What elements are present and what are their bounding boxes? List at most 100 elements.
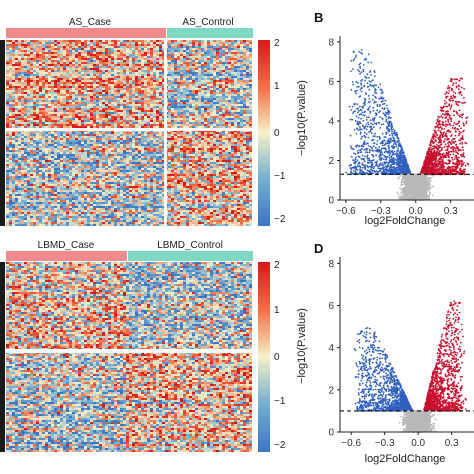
heatmap-cell bbox=[120, 86, 123, 88]
heatmap-cell bbox=[213, 154, 216, 156]
heatmap-cell bbox=[24, 96, 27, 98]
heatmap-cell bbox=[12, 46, 15, 48]
heatmap-cell bbox=[126, 86, 129, 88]
heatmap-cell bbox=[186, 110, 189, 112]
heatmap-cell bbox=[81, 48, 84, 50]
heatmap-cell bbox=[249, 78, 252, 80]
heatmap-cell bbox=[195, 40, 198, 42]
heatmap-cell bbox=[201, 62, 204, 64]
heatmap-cell bbox=[39, 156, 42, 158]
heatmap-cell bbox=[126, 52, 129, 54]
heatmap-cell bbox=[207, 142, 210, 144]
heatmap-cell bbox=[159, 72, 162, 74]
heatmap-cell bbox=[243, 148, 246, 150]
heatmap-cell bbox=[93, 84, 96, 86]
heatmap-cell bbox=[144, 112, 147, 114]
heatmap-cell bbox=[237, 68, 240, 70]
heatmap-cell bbox=[75, 80, 78, 82]
heatmap-cell bbox=[180, 152, 183, 154]
heatmap-cell bbox=[234, 154, 237, 156]
heatmap-cell bbox=[192, 160, 195, 162]
heatmap-cell bbox=[234, 100, 237, 102]
heatmap-cell bbox=[213, 114, 216, 116]
heatmap-cell bbox=[75, 58, 78, 60]
heatmap-cell bbox=[30, 90, 33, 92]
heatmap-cell bbox=[21, 94, 24, 96]
heatmap-cell bbox=[177, 154, 180, 156]
heatmap-cell bbox=[153, 88, 156, 90]
heatmap-cell bbox=[204, 160, 207, 162]
heatmap-cell bbox=[48, 132, 51, 134]
heatmap-cell bbox=[51, 156, 54, 158]
heatmap-cell bbox=[207, 160, 210, 162]
heatmap-cell bbox=[225, 66, 228, 68]
heatmap-cell bbox=[117, 68, 120, 70]
heatmap-cell bbox=[246, 64, 249, 66]
heatmap-cell bbox=[195, 50, 198, 52]
heatmap-cell bbox=[12, 40, 15, 42]
heatmap-cell bbox=[6, 142, 9, 144]
heatmap-cell bbox=[12, 48, 15, 50]
heatmap-cell bbox=[123, 68, 126, 70]
heatmap-cell bbox=[18, 72, 21, 74]
heatmap-cell bbox=[156, 48, 159, 50]
heatmap-cell bbox=[96, 124, 99, 126]
heatmap-cell bbox=[9, 60, 12, 62]
heatmap-cell bbox=[183, 74, 186, 76]
heatmap-cell bbox=[132, 46, 135, 48]
heatmap-cell bbox=[36, 126, 39, 128]
heatmap-cell bbox=[96, 98, 99, 100]
heatmap-cell bbox=[84, 156, 87, 158]
heatmap-cell bbox=[201, 56, 204, 58]
heatmap-cell bbox=[69, 70, 72, 72]
heatmap-cell bbox=[129, 58, 132, 60]
heatmap-cell bbox=[18, 94, 21, 96]
heatmap-cell bbox=[231, 92, 234, 94]
heatmap-cell bbox=[30, 136, 33, 138]
heatmap-cell bbox=[78, 152, 81, 154]
heatmap-cell bbox=[36, 70, 39, 72]
heatmap-cell bbox=[72, 102, 75, 104]
heatmap-cell bbox=[249, 116, 252, 118]
heatmap-cell bbox=[180, 124, 183, 126]
heatmap-cell bbox=[96, 134, 99, 136]
heatmap-cell bbox=[114, 112, 117, 114]
heatmap-cell bbox=[207, 72, 210, 74]
heatmap-cell bbox=[42, 158, 45, 160]
heatmap-cell bbox=[24, 126, 27, 128]
heatmap-cell bbox=[90, 98, 93, 100]
heatmap-cell bbox=[105, 60, 108, 62]
heatmap-cell bbox=[180, 84, 183, 86]
heatmap-cell bbox=[15, 98, 18, 100]
heatmap-cell bbox=[60, 104, 63, 106]
heatmap-cell bbox=[60, 90, 63, 92]
heatmap-cell bbox=[132, 98, 135, 100]
heatmap-cell bbox=[204, 132, 207, 134]
heatmap-cell bbox=[189, 146, 192, 148]
heatmap-cell bbox=[201, 148, 204, 150]
heatmap-cell bbox=[201, 138, 204, 140]
heatmap-cell bbox=[69, 40, 72, 42]
heatmap-cell bbox=[174, 150, 177, 152]
heatmap-cell bbox=[90, 50, 93, 52]
heatmap-cell bbox=[18, 76, 21, 78]
heatmap-cell bbox=[213, 70, 216, 72]
heatmap-cell bbox=[6, 70, 9, 72]
heatmap-cell bbox=[159, 158, 162, 160]
heatmap-cell bbox=[228, 158, 231, 160]
heatmap-cell bbox=[234, 76, 237, 78]
heatmap-cell bbox=[219, 112, 222, 114]
heatmap-cell bbox=[21, 134, 24, 136]
heatmap-cell bbox=[57, 148, 60, 150]
heatmap-cell bbox=[171, 132, 174, 134]
heatmap-cell bbox=[210, 150, 213, 152]
heatmap-cell bbox=[54, 76, 57, 78]
heatmap-cell bbox=[135, 50, 138, 52]
heatmap-cell bbox=[150, 98, 153, 100]
heatmap-cell bbox=[114, 148, 117, 150]
heatmap-cell bbox=[57, 96, 60, 98]
heatmap-cell bbox=[24, 110, 27, 112]
heatmap-cell bbox=[75, 98, 78, 100]
heatmap-cell bbox=[18, 144, 21, 146]
heatmap-cell bbox=[6, 92, 9, 94]
